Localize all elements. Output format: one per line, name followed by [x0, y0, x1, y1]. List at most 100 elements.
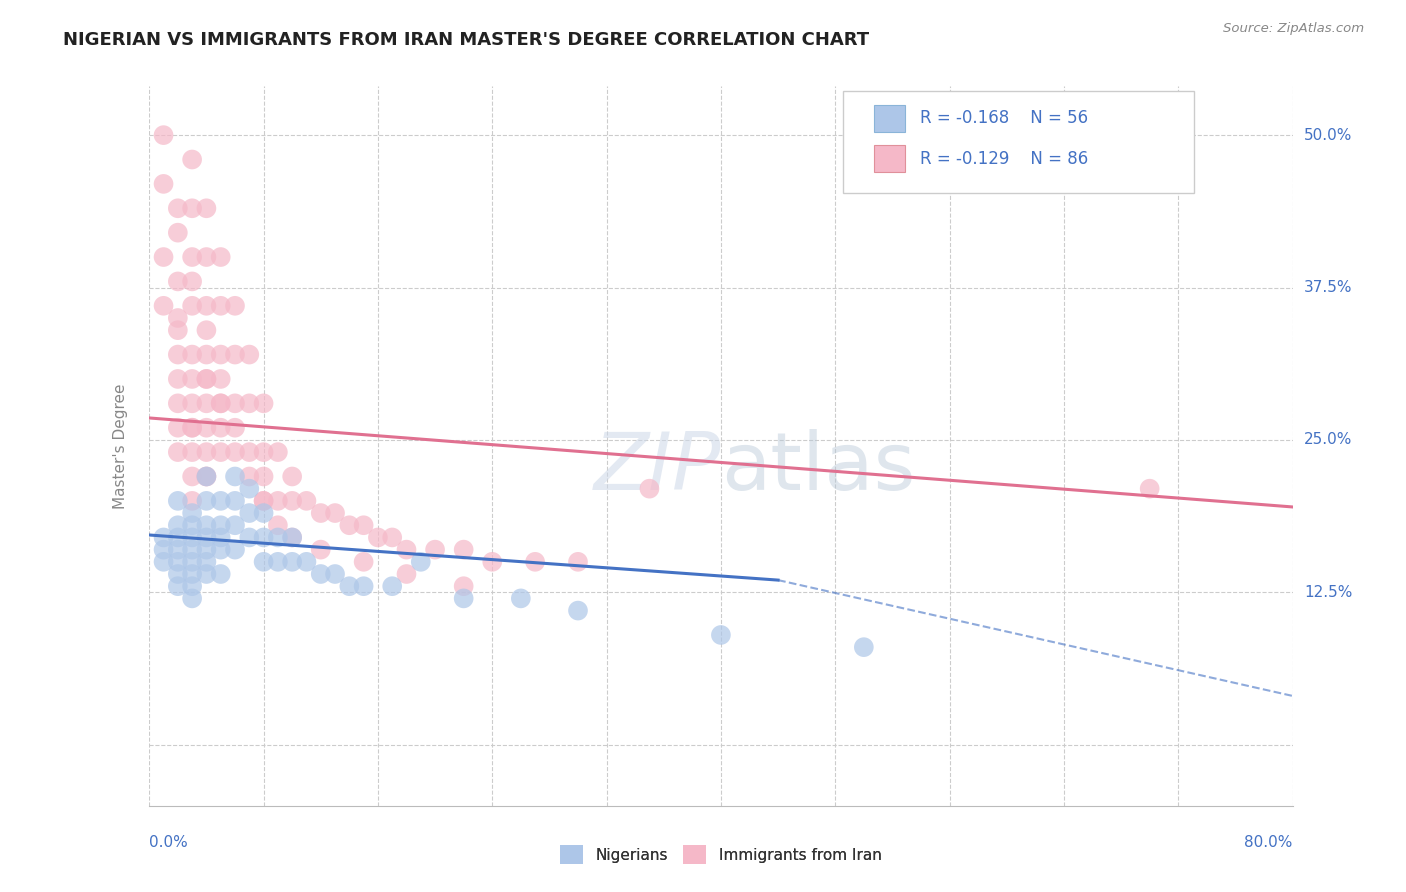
Point: [295, 555, 318, 569]
Point: [166, 347, 188, 361]
Point: [166, 542, 188, 557]
Point: [195, 299, 218, 313]
Text: 37.5%: 37.5%: [1303, 280, 1353, 295]
Point: [181, 372, 204, 386]
Text: 80.0%: 80.0%: [1244, 836, 1292, 850]
Point: [252, 494, 274, 508]
Point: [195, 372, 218, 386]
Point: [337, 579, 360, 593]
Point: [166, 310, 188, 325]
Point: [181, 445, 204, 459]
Point: [395, 567, 418, 582]
Point: [267, 531, 290, 545]
Point: [152, 177, 174, 191]
Point: [209, 347, 232, 361]
Point: [238, 445, 260, 459]
Point: [453, 542, 475, 557]
Point: [195, 445, 218, 459]
Text: Source: ZipAtlas.com: Source: ZipAtlas.com: [1223, 22, 1364, 36]
Point: [252, 494, 274, 508]
Point: [267, 518, 290, 533]
Point: [367, 531, 389, 545]
Point: [181, 567, 204, 582]
Point: [281, 531, 304, 545]
Point: [181, 518, 204, 533]
Point: [152, 542, 174, 557]
Point: [353, 579, 375, 593]
Point: [281, 494, 304, 508]
Point: [152, 531, 174, 545]
Point: [181, 506, 204, 520]
Point: [409, 555, 432, 569]
Point: [195, 201, 218, 215]
Point: [181, 420, 204, 434]
Point: [152, 299, 174, 313]
Point: [195, 567, 218, 582]
Point: [181, 201, 204, 215]
Point: [481, 555, 503, 569]
Point: [152, 555, 174, 569]
Point: [181, 153, 204, 167]
Text: R = -0.168    N = 56: R = -0.168 N = 56: [920, 110, 1088, 128]
Point: [166, 420, 188, 434]
Point: [238, 396, 260, 410]
Point: [224, 469, 246, 483]
Point: [209, 542, 232, 557]
Text: R = -0.129    N = 86: R = -0.129 N = 86: [920, 150, 1088, 168]
Point: [181, 299, 204, 313]
Point: [166, 579, 188, 593]
Point: [423, 542, 446, 557]
Point: [166, 226, 188, 240]
Text: ZIP: ZIP: [593, 428, 721, 507]
Point: [181, 250, 204, 264]
Point: [166, 274, 188, 288]
Point: [453, 591, 475, 606]
Legend: Nigerians, Immigrants from Iran: Nigerians, Immigrants from Iran: [554, 839, 887, 870]
Point: [524, 555, 547, 569]
Point: [295, 494, 318, 508]
Point: [267, 445, 290, 459]
Point: [252, 506, 274, 520]
Point: [166, 494, 188, 508]
Point: [224, 420, 246, 434]
Point: [181, 494, 204, 508]
Point: [509, 591, 531, 606]
Point: [195, 531, 218, 545]
Point: [281, 555, 304, 569]
Point: [195, 250, 218, 264]
Point: [166, 518, 188, 533]
Point: [281, 531, 304, 545]
Point: [195, 347, 218, 361]
Point: [181, 469, 204, 483]
Point: [209, 396, 232, 410]
Point: [152, 128, 174, 142]
Point: [281, 469, 304, 483]
Point: [209, 567, 232, 582]
Point: [309, 506, 332, 520]
Text: 50.0%: 50.0%: [1303, 128, 1353, 143]
Point: [195, 469, 218, 483]
Point: [181, 542, 204, 557]
Point: [181, 555, 204, 569]
Point: [209, 494, 232, 508]
Point: [224, 494, 246, 508]
Text: 25.0%: 25.0%: [1303, 433, 1353, 448]
Point: [224, 445, 246, 459]
Point: [252, 396, 274, 410]
Point: [252, 445, 274, 459]
Point: [195, 494, 218, 508]
Point: [353, 555, 375, 569]
Point: [353, 518, 375, 533]
Point: [166, 201, 188, 215]
Y-axis label: Master's Degree: Master's Degree: [114, 384, 128, 508]
Point: [209, 518, 232, 533]
Point: [209, 299, 232, 313]
Point: [252, 555, 274, 569]
Point: [181, 531, 204, 545]
Point: [337, 518, 360, 533]
Point: [638, 482, 661, 496]
Point: [209, 420, 232, 434]
Point: [195, 555, 218, 569]
Point: [309, 542, 332, 557]
Text: atlas: atlas: [721, 428, 915, 507]
